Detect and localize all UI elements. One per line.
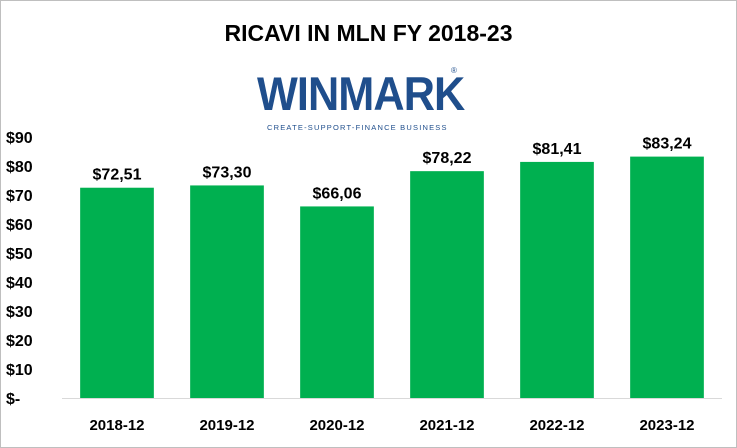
x-tick-label: 2023-12 xyxy=(639,417,694,434)
data-label: $72,51 xyxy=(93,167,142,184)
winmark-logo: WINMARK ® CREATE-SUPPORT-FINANCE BUSINES… xyxy=(255,66,465,136)
x-axis: 2018-12 2019-12 2020-12 2021-12 2022-12 2023-… xyxy=(62,398,722,434)
data-label: $83,24 xyxy=(643,136,692,153)
y-axis: $- $10 $20 $30 $40 $50 $60 $70 $80 $90 xyxy=(6,130,33,408)
y-tick-label: $20 xyxy=(6,333,33,350)
data-label: $66,06 xyxy=(313,185,362,202)
y-tick-label: $50 xyxy=(6,246,33,263)
bar xyxy=(190,185,264,398)
data-label: $78,22 xyxy=(423,150,472,167)
y-tick-label: $30 xyxy=(6,304,33,321)
data-label: $73,30 xyxy=(203,164,252,181)
bar xyxy=(520,161,594,398)
y-tick-label: $- xyxy=(6,391,20,408)
y-tick-label: $60 xyxy=(6,217,33,234)
y-tick-label: $40 xyxy=(6,275,33,292)
y-tick-label: $90 xyxy=(6,130,33,147)
x-tick-label: 2019-12 xyxy=(199,417,254,434)
logo-wordmark: WINMARK xyxy=(257,67,465,120)
x-tick-label: 2022-12 xyxy=(529,417,584,434)
chart-title: RICAVI IN MLN FY 2018-23 xyxy=(224,20,513,46)
x-tick-label: 2020-12 xyxy=(309,417,364,434)
bar xyxy=(630,156,704,398)
y-tick-label: $70 xyxy=(6,188,33,205)
bars xyxy=(80,156,704,398)
logo-registered-mark: ® xyxy=(451,66,457,75)
x-tick-label: 2018-12 xyxy=(89,417,144,434)
data-label: $81,41 xyxy=(533,141,582,158)
y-tick-label: $10 xyxy=(6,362,33,379)
y-tick-label: $80 xyxy=(6,159,33,176)
x-tick-label: 2021-12 xyxy=(419,417,474,434)
data-labels: $72,51 $73,30 $66,06 $78,22 $81,41 $83,24 xyxy=(93,136,692,203)
logo-tagline: CREATE-SUPPORT-FINANCE BUSINESS xyxy=(267,123,448,132)
bar xyxy=(300,206,374,398)
bar xyxy=(80,187,154,398)
bar xyxy=(410,171,484,398)
